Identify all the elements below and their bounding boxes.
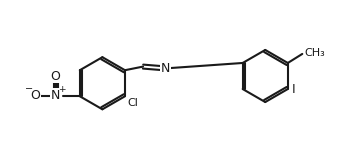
Text: I: I	[292, 83, 296, 95]
Text: O: O	[30, 89, 40, 102]
Text: O: O	[51, 70, 60, 83]
Text: −: −	[25, 84, 33, 94]
Text: N: N	[161, 62, 170, 75]
Text: CH₃: CH₃	[304, 48, 325, 58]
Text: Cl: Cl	[128, 98, 139, 108]
Text: +: +	[58, 85, 66, 94]
Text: N: N	[51, 89, 60, 102]
